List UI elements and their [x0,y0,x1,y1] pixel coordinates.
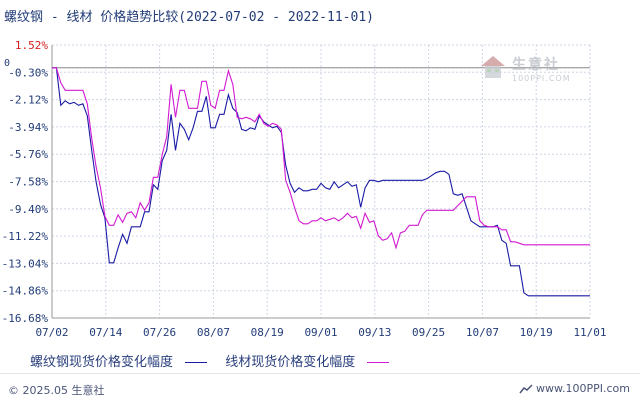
watermark-domain: 100PPI.COM [512,74,571,83]
series-line-2 [52,67,590,250]
x-tick-label: 09/01 [304,326,337,339]
x-tick-label: 10/07 [466,326,499,339]
legend-swatch-series1 [185,362,208,363]
watermark-name: 生意社 [512,57,560,73]
footer: © 2025.05 生意社 www.100PPI.com [0,373,640,401]
x-tick-label: 09/25 [412,326,445,339]
x-tick-label: 10/19 [520,326,553,339]
x-tick-label: 11/01 [573,326,606,339]
zero-marker-label: 0 [4,58,10,69]
chart-title: 螺纹钢 - 线材 价格趋势比较(2022-07-02 - 2022-11-01) [4,10,374,25]
y-tick-label: -16.68% [2,312,49,325]
legend-label-series2: 线材现货价格变化幅度 [225,355,356,370]
copyright-text: © 2025.05 生意社 [8,384,105,397]
y-tick-label: -11.22% [2,230,49,243]
x-tick-label: 07/14 [89,326,122,339]
x-tick-label: 08/07 [197,326,230,339]
y-tick-label: -2.12% [8,94,48,107]
watermark-logo: 生意社 100PPI.COM [478,52,578,92]
y-tick-label: 1.52% [15,39,48,52]
tick-labels: 1.52% -0.30% -2.12% -3.94% -5.76% -7.58% -9.40… [2,39,607,339]
y-tick-label: -14.86% [2,285,49,298]
legend: 螺纹钢现货价格变化幅度 线材现货价格变化幅度 [30,351,403,370]
series-lines [52,67,590,297]
y-tick-label: -7.58% [8,176,48,189]
house-logo-icon [481,56,505,78]
chart-logo-icon [519,384,533,394]
legend-label-series1: 螺纹钢现货价格变化幅度 [30,355,174,370]
y-tick-label: -9.40% [8,203,48,216]
x-tick-label: 08/19 [251,326,284,339]
site-link[interactable]: www.100PPI.com [519,382,630,395]
x-tick-label: 07/26 [143,326,176,339]
legend-item-series1: 螺纹钢现货价格变化幅度 [30,351,208,370]
legend-item-series2: 线材现货价格变化幅度 [225,351,390,370]
series-line-1 [52,67,590,297]
x-tick-label: 09/13 [358,326,391,339]
y-tick-label: -5.76% [8,148,48,161]
y-tick-label: -13.04% [2,257,49,270]
x-tick-label: 07/02 [35,326,68,339]
y-tick-label: -3.94% [8,121,48,134]
legend-swatch-series2 [367,362,390,363]
y-tick-label: -0.30% [8,66,48,79]
site-text: www.100PPI.com [536,382,630,395]
